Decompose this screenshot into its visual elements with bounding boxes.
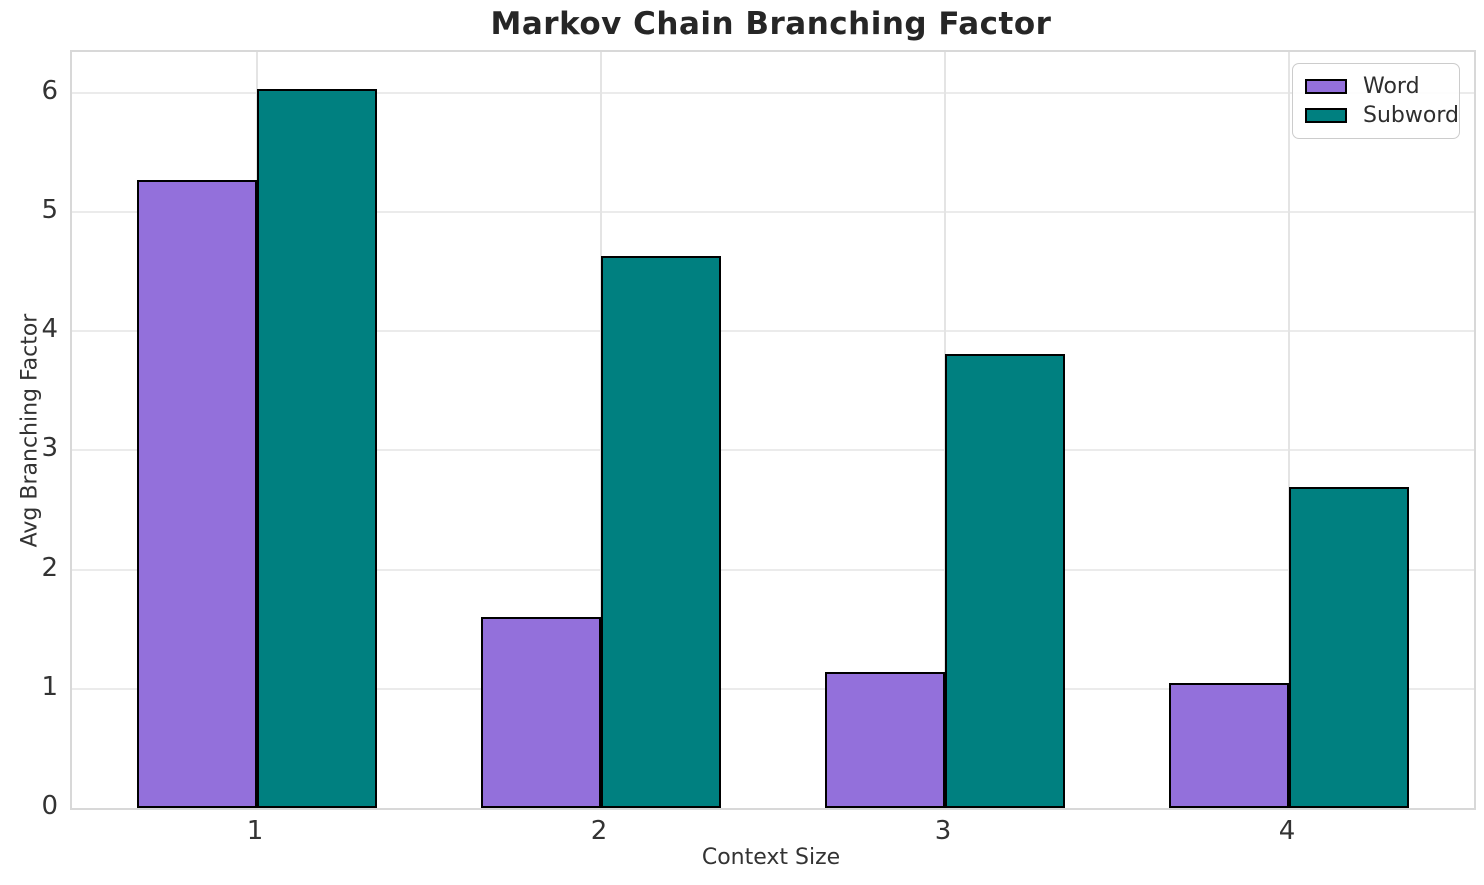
y-tick-label: 2	[41, 552, 58, 583]
legend-label: Subword	[1363, 103, 1459, 128]
y-tick-label: 6	[41, 75, 58, 106]
y-axis-label: Avg Branching Factor	[17, 313, 43, 548]
x-axis-label: Context Size	[701, 845, 841, 870]
x-tick-label: 1	[246, 816, 264, 846]
y-tick-label: 5	[41, 194, 58, 225]
bar-word-1	[137, 180, 257, 808]
bar-word-2	[481, 617, 601, 808]
bar-word-4	[1169, 683, 1289, 808]
x-tick-label: 2	[590, 816, 608, 846]
bar-word-3	[825, 672, 945, 808]
gridline-horizontal	[72, 568, 1474, 571]
chart-title: Markov Chain Branching Factor	[490, 6, 1052, 42]
gridline-horizontal	[72, 210, 1474, 213]
legend-swatch-subword	[1305, 108, 1347, 123]
legend-item-subword: Subword	[1305, 101, 1459, 130]
bar-subword-1	[257, 89, 377, 808]
bar-subword-3	[945, 354, 1065, 808]
x-tick-label: 3	[934, 816, 952, 846]
legend: Word Subword	[1292, 63, 1460, 139]
y-tick-label: 3	[41, 433, 58, 464]
y-tick-label: 0	[41, 791, 58, 821]
legend-label: Word	[1363, 74, 1420, 99]
plot-area	[70, 50, 1476, 810]
gridline-vertical	[1288, 52, 1290, 808]
gridline-horizontal	[72, 449, 1474, 452]
legend-swatch-word	[1305, 79, 1347, 94]
gridline-horizontal	[72, 687, 1474, 690]
bar-subword-2	[601, 256, 721, 808]
bar-subword-4	[1289, 487, 1409, 808]
y-tick-label: 1	[41, 671, 58, 702]
gridline-horizontal	[72, 330, 1474, 333]
x-tick-label: 4	[1278, 816, 1296, 846]
y-tick-label: 4	[41, 314, 58, 345]
legend-item-word: Word	[1305, 72, 1447, 101]
gridline-horizontal	[72, 91, 1474, 94]
